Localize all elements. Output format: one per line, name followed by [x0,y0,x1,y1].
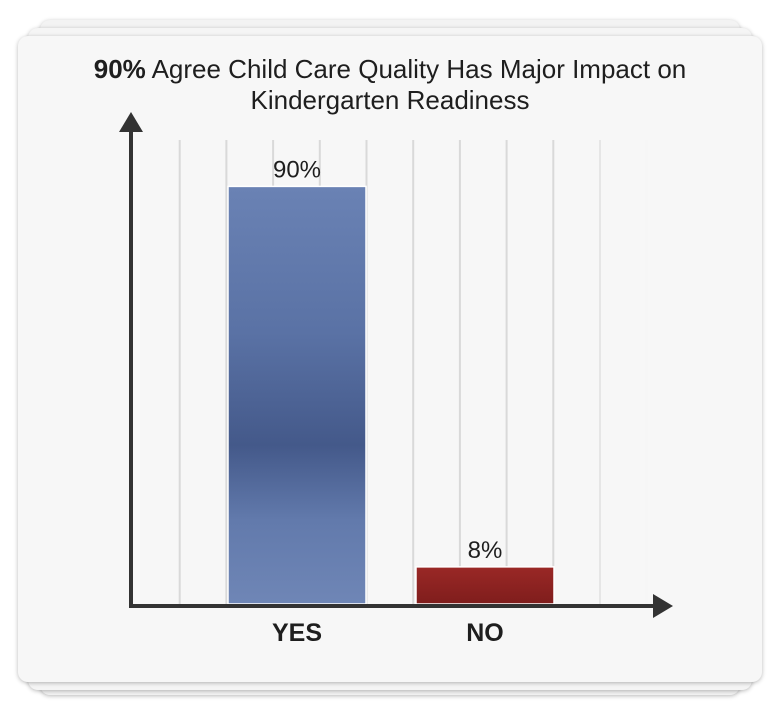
chart-card [18,36,762,682]
y-axis-arrow-icon [119,112,143,132]
bars [227,185,555,605]
x-axis-arrow-icon [653,594,673,618]
chart-title-text: Agree Child Care Quality Has Major Impac… [151,54,687,115]
data-label-yes: 90% [273,156,321,183]
chart-title-highlight: 90% [93,54,146,84]
grid-lines [133,139,650,604]
chart-title: 90% Agree Child Care Quality Has Major I… [18,54,762,116]
bar-yes [227,185,367,605]
labels: 90% YES 8% NO [272,156,504,647]
data-label-no: 8% [468,537,503,564]
category-label-no: NO [466,619,504,647]
category-label-yes: YES [272,619,322,647]
bar-no [415,566,555,605]
axes [119,112,673,618]
